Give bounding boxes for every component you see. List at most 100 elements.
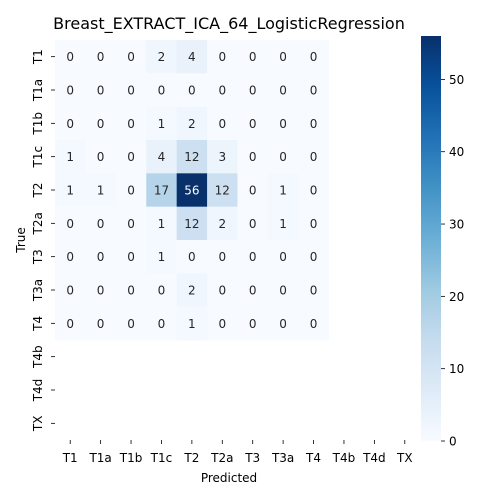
x-tick-label: T2a	[210, 451, 233, 465]
heatmap-cell	[207, 106, 238, 141]
heatmap-cell	[85, 40, 117, 74]
cell-value-label: 0	[310, 217, 318, 231]
heatmap-cell	[267, 240, 299, 274]
cell-value-label: 12	[184, 150, 199, 164]
y-tick-label: T1c	[31, 146, 45, 169]
heatmap-cell	[298, 140, 330, 174]
cell-value-label: 0	[279, 250, 287, 264]
heatmap-cell	[85, 240, 117, 274]
heatmap-cell	[55, 73, 86, 108]
cell-value-label: 0	[97, 117, 105, 131]
cell-value-label: 0	[310, 317, 318, 331]
heatmap-cell	[85, 306, 117, 341]
x-tick-label: T4b	[332, 451, 356, 465]
colorbar-tick-label: 20	[449, 290, 464, 304]
heatmap-cell	[85, 140, 117, 174]
heatmap-cell	[85, 273, 117, 308]
heatmap-cell	[55, 173, 86, 208]
heatmap-cell	[267, 40, 299, 74]
heatmap-cell	[55, 240, 86, 274]
heatmap-cell	[207, 240, 238, 274]
cell-value-label: 0	[66, 317, 74, 331]
heatmap-cell	[115, 40, 147, 74]
heatmap-cell	[55, 206, 86, 241]
heatmap-cell	[55, 273, 86, 308]
y-tick-label: T3	[31, 249, 45, 265]
heatmap-cell	[115, 206, 147, 241]
heatmap-cell	[85, 73, 117, 108]
cell-value-label: 0	[66, 284, 74, 298]
cell-value-label: 0	[249, 250, 257, 264]
cell-value-label: 2	[188, 117, 196, 131]
heatmap-cell	[237, 240, 269, 274]
heatmap-cell	[267, 206, 299, 241]
heatmap-cell	[176, 140, 208, 174]
cell-value-label: 0	[310, 50, 318, 64]
cell-value-label: 1	[66, 150, 74, 164]
heatmap-cell	[298, 73, 330, 108]
y-tick-label: T1	[31, 49, 45, 65]
cell-value-label: 1	[158, 217, 166, 231]
heatmap-cell	[146, 306, 178, 341]
heatmap-cell	[146, 273, 178, 308]
heatmap-cell	[298, 173, 330, 208]
cell-value-label: 1	[188, 317, 196, 331]
cell-value-label: 0	[66, 117, 74, 131]
heatmap-cell	[207, 306, 238, 341]
colorbar-tick-label: 30	[449, 218, 464, 232]
cell-value-label: 0	[310, 117, 318, 131]
cell-value-label: 12	[215, 184, 230, 198]
x-tick-label: T3a	[271, 451, 294, 465]
cell-value-label: 0	[249, 84, 257, 98]
heatmap-cell	[267, 273, 299, 308]
cell-value-label: 0	[188, 84, 196, 98]
cell-value-label: 1	[97, 184, 105, 198]
cell-value-label: 0	[218, 84, 226, 98]
x-tick-label: T4d	[362, 451, 386, 465]
heatmap-cell	[115, 306, 147, 341]
cell-value-label: 0	[249, 217, 257, 231]
cell-value-label: 2	[218, 217, 226, 231]
y-axis-ticks: T1 T1a T1b T1c T2 T2a T3 T3a T4 T4b T4d TX	[31, 49, 55, 432]
heatmap-cell	[207, 273, 238, 308]
cell-value-label: 0	[279, 150, 287, 164]
y-tick-label: T4b	[31, 345, 45, 369]
cell-value-label: 0	[249, 284, 257, 298]
heatmap-cell	[176, 106, 208, 141]
y-tick-label: T1a	[31, 79, 45, 102]
x-axis-ticks: T1 T1a T1b T1c T2 T2a T3 T3a T4 T4b T4d TX	[62, 440, 413, 465]
cell-value-label: 0	[97, 84, 105, 98]
cell-value-label: 0	[127, 250, 135, 264]
cell-value-label: 0	[310, 250, 318, 264]
cell-value-label: 0	[279, 50, 287, 64]
cell-value-label: 0	[158, 317, 166, 331]
heatmap-cell	[115, 140, 147, 174]
heatmap-cell	[55, 306, 86, 341]
cell-value-label: 0	[279, 84, 287, 98]
cell-value-label: 4	[188, 50, 196, 64]
heatmap-cell	[176, 73, 208, 108]
heatmap-cell	[55, 40, 86, 74]
y-tick-label: TX	[31, 416, 45, 433]
colorbar: 0 10 20 30 40 50	[421, 36, 464, 449]
cell-value-label: 0	[249, 117, 257, 131]
heatmap-cell	[267, 73, 299, 108]
x-tick-label: T1c	[150, 451, 173, 465]
y-tick-label: T4d	[31, 379, 45, 403]
x-tick-label: T2	[183, 451, 199, 465]
heatmap-cell	[115, 273, 147, 308]
heatmap-cell	[115, 240, 147, 274]
cell-value-label: 4	[158, 150, 166, 164]
cell-value-label: 0	[249, 317, 257, 331]
y-tick-label: T1b	[31, 112, 45, 136]
heatmap-cell	[298, 106, 330, 141]
cell-value-label: 2	[188, 284, 196, 298]
heatmap-cell	[237, 206, 269, 241]
cell-value-label: 0	[127, 50, 135, 64]
cell-value-label: 3	[218, 150, 226, 164]
heatmap-cell	[176, 273, 208, 308]
colorbar-tick-label: 10	[449, 362, 464, 376]
heatmap-cell	[207, 173, 238, 208]
cell-value-label: 0	[310, 150, 318, 164]
